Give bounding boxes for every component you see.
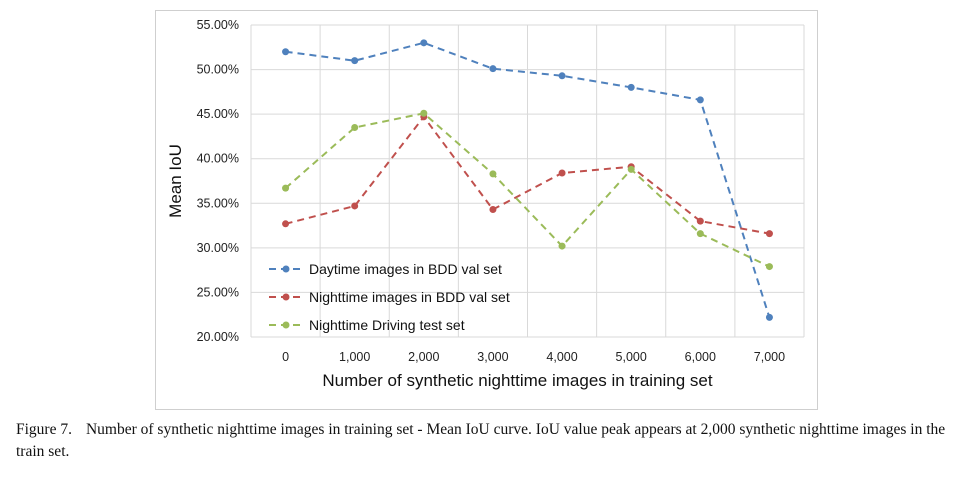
data-point	[351, 202, 359, 210]
series-line-3	[284, 112, 770, 268]
chart-frame: 20.00% 25.00% 30.00% 35.00% 40.00% 45.00% 50.0…	[155, 10, 818, 410]
y-tick-label: 35.00%	[197, 196, 239, 210]
data-point	[489, 170, 497, 178]
data-point	[627, 165, 635, 173]
legend-swatch-marker	[282, 321, 290, 329]
y-tick-label: 40.00%	[197, 152, 239, 166]
data-point	[282, 220, 290, 228]
data-point	[489, 65, 497, 73]
x-tick-label: 2,000	[408, 350, 439, 364]
legend-label: Nighttime images in BDD val set	[309, 289, 510, 305]
data-point	[765, 263, 773, 271]
data-point	[696, 217, 704, 225]
y-tick-label: 55.00%	[197, 18, 239, 32]
data-point	[765, 313, 773, 321]
y-tick-label: 20.00%	[197, 330, 239, 344]
data-point	[558, 169, 566, 177]
series-line-2	[285, 115, 770, 235]
data-point	[558, 242, 566, 250]
data-point	[282, 184, 290, 192]
x-tick-label: 1,000	[339, 350, 370, 364]
x-tick-label: 0	[282, 350, 289, 364]
x-tick-label: 3,000	[477, 350, 508, 364]
y-tick-label: 25.00%	[197, 285, 239, 299]
y-tick-label: 45.00%	[197, 107, 239, 121]
data-point	[351, 57, 359, 65]
data-point	[696, 230, 704, 238]
line-chart: 20.00% 25.00% 30.00% 35.00% 40.00% 45.00% 50.0…	[166, 18, 805, 390]
data-point	[420, 109, 428, 117]
y-tick-label: 30.00%	[197, 241, 239, 255]
x-axis-title: Number of synthetic nighttime images in …	[322, 371, 713, 390]
legend-label: Nighttime Driving test set	[309, 317, 465, 333]
data-point	[558, 72, 566, 80]
caption-label: Figure 7.	[16, 421, 72, 438]
series-line-1	[285, 41, 771, 318]
x-tick-label: 4,000	[546, 350, 577, 364]
data-point	[282, 48, 290, 56]
data-point	[696, 96, 704, 104]
y-tick-label: 50.00%	[197, 63, 239, 77]
data-point	[765, 230, 773, 238]
data-point	[627, 83, 635, 91]
x-tick-label: 6,000	[685, 350, 716, 364]
data-point	[489, 206, 497, 214]
legend-label: Daytime images in BDD val set	[309, 261, 502, 277]
y-axis-title: Mean IoU	[166, 144, 185, 218]
x-tick-label: 7,000	[754, 350, 785, 364]
legend-swatch-marker	[282, 265, 290, 273]
data-point	[420, 39, 428, 47]
legend-swatch-marker	[282, 293, 290, 301]
x-tick-label: 5,000	[616, 350, 647, 364]
figure-caption: Figure 7. Number of synthetic nighttime i…	[16, 419, 966, 463]
caption-text: Number of synthetic nighttime images in …	[16, 421, 946, 460]
data-point	[351, 124, 359, 132]
